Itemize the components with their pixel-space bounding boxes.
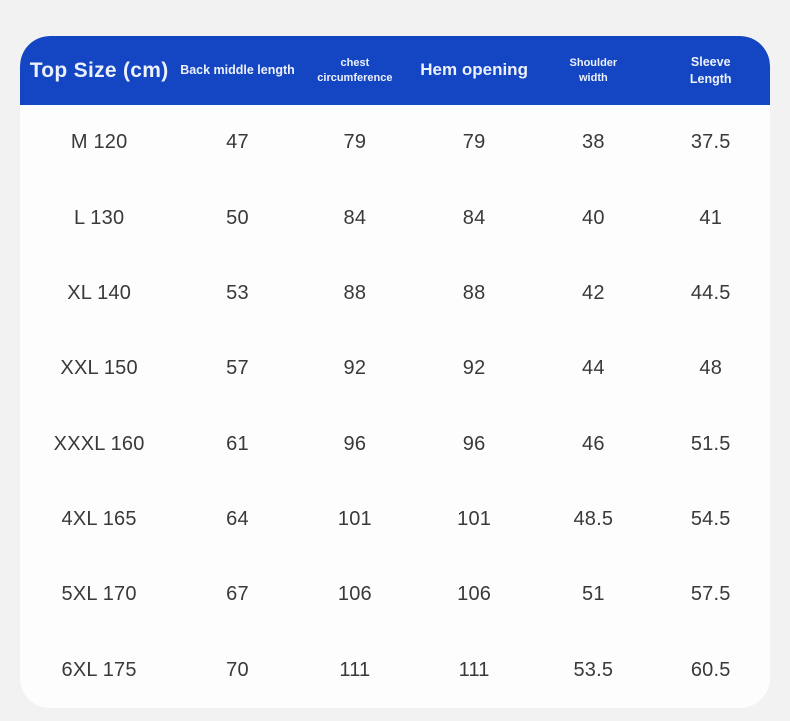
shoulder-width-cell: 40 (582, 206, 605, 229)
back-middle-length-cell: 57 (226, 357, 249, 380)
back-middle-length-cell: 67 (226, 583, 249, 606)
table-row: M 120 47 79 79 38 37.5 (20, 105, 770, 180)
table-row: L 130 50 84 84 40 41 (20, 180, 770, 255)
size-cell: 6XL 175 (61, 658, 137, 681)
sleeve-length-cell: 48 (699, 357, 723, 380)
sleeve-length-cell: 44.5 (690, 281, 731, 304)
table-row: 4XL 165 64 101 101 48.5 54.5 (20, 482, 770, 557)
table-header: Top Size (cm) Back middle length chest c… (20, 36, 770, 105)
size-cell: L 130 (73, 206, 125, 229)
back-middle-length-cell: 61 (226, 432, 249, 455)
sleeve-length-cell: 41 (699, 206, 723, 229)
column-header-top-size: Top Size (cm) (20, 57, 178, 84)
shoulder-width-cell: 51 (582, 583, 605, 606)
chest-circumference-cell: 84 (343, 206, 367, 229)
size-cell: M 120 (70, 131, 128, 154)
size-cell: 5XL 170 (61, 583, 137, 606)
hem-opening-cell: 84 (462, 206, 486, 229)
chest-circumference-cell: 88 (343, 281, 367, 304)
size-cell: XXXL 160 (53, 432, 145, 455)
column-header-label-line1: Sleeve (690, 55, 731, 70)
back-middle-length-cell: 53 (226, 281, 249, 304)
sleeve-length-cell: 37.5 (690, 131, 731, 154)
back-middle-length-cell: 70 (226, 658, 249, 681)
size-cell: XXL 150 (60, 357, 138, 380)
column-header-label-line2: width (579, 71, 608, 84)
shoulder-width-cell: 53.5 (573, 658, 614, 681)
column-header-label: Top Size (cm) (29, 58, 169, 82)
size-cell: XL 140 (67, 281, 132, 304)
column-header-shoulder-width: Shoulder width (535, 56, 651, 85)
column-header-label: Hem opening (420, 60, 528, 80)
sleeve-length-cell: 51.5 (690, 432, 731, 455)
size-cell: 4XL 165 (61, 508, 137, 531)
column-header-hem-opening: Hem opening (413, 59, 535, 81)
column-header-label: Back middle length (180, 63, 295, 78)
sleeve-length-cell: 54.5 (690, 508, 731, 531)
hem-opening-cell: 79 (462, 131, 486, 154)
size-chart-card: Top Size (cm) Back middle length chest c… (20, 36, 770, 708)
hem-opening-cell: 106 (457, 583, 492, 606)
column-header-back-middle-length: Back middle length (178, 62, 297, 78)
back-middle-length-cell: 47 (226, 131, 249, 154)
table-row: 5XL 170 67 106 106 51 57.5 (20, 557, 770, 632)
hem-opening-cell: 101 (457, 508, 492, 531)
table-body: M 120 47 79 79 38 37.5 L 130 50 84 84 40… (20, 105, 770, 708)
table-row: XXXL 160 61 96 96 46 51.5 (20, 407, 770, 482)
hem-opening-cell: 92 (462, 357, 486, 380)
chest-circumference-cell: 101 (337, 508, 372, 531)
column-header-label-line2: Length (689, 71, 732, 86)
sleeve-length-cell: 57.5 (690, 583, 731, 606)
chest-circumference-cell: 96 (343, 432, 367, 455)
table-row: XL 140 53 88 88 42 44.5 (20, 256, 770, 331)
shoulder-width-cell: 44 (582, 357, 605, 380)
chest-circumference-cell: 92 (343, 357, 367, 380)
back-middle-length-cell: 50 (226, 206, 249, 229)
shoulder-width-cell: 48.5 (573, 508, 614, 531)
column-header-chest-circumference: chest circumference (297, 56, 413, 85)
sleeve-length-cell: 60.5 (690, 658, 731, 681)
chest-circumference-cell: 106 (337, 583, 372, 606)
shoulder-width-cell: 38 (582, 131, 605, 154)
hem-opening-cell: 88 (462, 281, 486, 304)
shoulder-width-cell: 42 (582, 281, 605, 304)
shoulder-width-cell: 46 (582, 432, 605, 455)
table-row: 6XL 175 70 111 111 53.5 60.5 (20, 633, 770, 708)
column-header-label-line1: chest (340, 57, 370, 70)
column-header-sleeve-length: Sleeve Length (651, 54, 770, 87)
back-middle-length-cell: 64 (226, 508, 249, 531)
table-row: XXL 150 57 92 92 44 48 (20, 331, 770, 406)
chest-circumference-cell: 111 (339, 658, 371, 681)
chest-circumference-cell: 79 (343, 131, 367, 154)
column-header-label-line2: circumference (317, 71, 393, 84)
hem-opening-cell: 111 (458, 658, 490, 681)
column-header-label-line1: Shoulder (569, 57, 618, 70)
hem-opening-cell: 96 (462, 432, 486, 455)
